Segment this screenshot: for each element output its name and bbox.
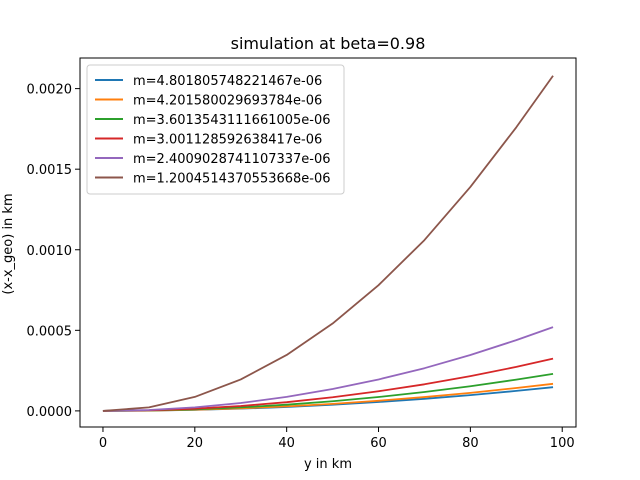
series-line-5 (102, 326, 554, 412)
y-axis-label: (x-x_geo) in km (1, 193, 16, 294)
legend-label-3: m=3.6013543111661005e-06 (133, 113, 331, 128)
legend-box (86, 64, 345, 195)
x-tick-label: 80 (462, 436, 479, 451)
x-axis-label: y in km (304, 457, 352, 472)
x-tick-label: 100 (550, 436, 575, 451)
legend-label-4: m=3.001128592638417e-06 (133, 133, 322, 148)
x-tick-label: 0 (99, 436, 107, 451)
legend-label-2: m=4.201580029693784e-06 (133, 94, 322, 109)
series-line-4 (102, 357, 554, 412)
legend: m=4.801805748221467e-06 m=4.2015800296937… (86, 64, 345, 195)
y-axis-ticks: 0.0000 0.0005 0.0010 0.0015 0.0020 (27, 83, 80, 420)
legend-label-1: m=4.801805748221467e-06 (133, 74, 322, 89)
chart-title: simulation at beta=0.98 (231, 34, 426, 53)
x-tick-label: 20 (187, 436, 204, 451)
x-tick-label: 60 (370, 436, 387, 451)
y-tick-label: 0.0005 (27, 324, 73, 339)
x-axis-ticks: 0 20 40 60 80 100 (99, 427, 575, 451)
legend-label-6: m=1.2004514370553668e-06 (133, 172, 331, 187)
y-tick-label: 0.0010 (27, 244, 73, 259)
series-lines (102, 75, 554, 412)
y-tick-label: 0.0015 (27, 163, 73, 178)
legend-label-5: m=2.4009028741107337e-06 (133, 152, 331, 167)
x-tick-label: 40 (278, 436, 295, 451)
y-tick-label: 0.0020 (27, 83, 73, 98)
series-line-6 (102, 75, 554, 412)
plot-frame (79, 57, 577, 428)
y-tick-label: 0.0000 (27, 405, 73, 420)
